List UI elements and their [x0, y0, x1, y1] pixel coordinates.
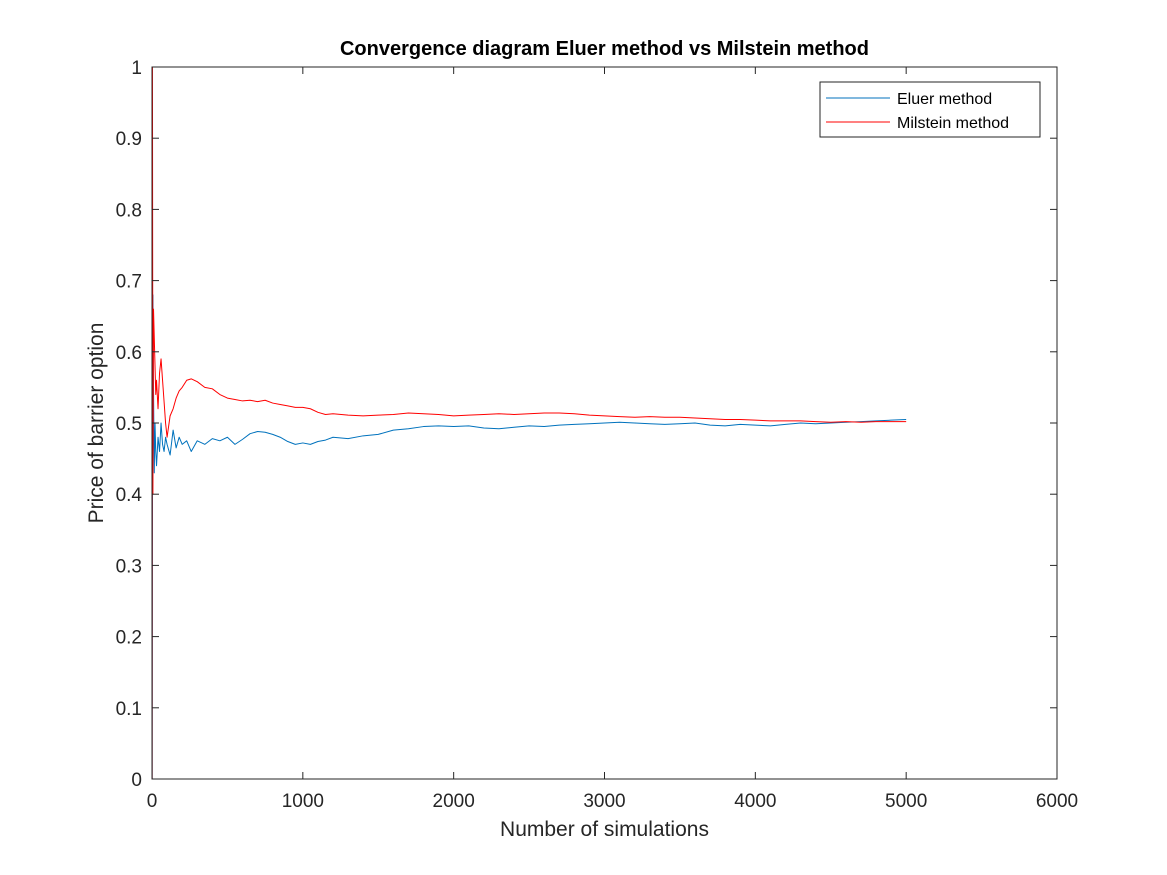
legend-label-milstein: Milstein method [897, 115, 1009, 132]
y-tick-label: 0.5 [116, 414, 142, 435]
milstein-method-line [151, 66, 907, 780]
y-tick-label: 0.4 [116, 485, 143, 506]
x-tick-label: 5000 [885, 791, 927, 812]
y-tick-label: 0.2 [116, 628, 142, 649]
y-tick-label: 0 [131, 770, 142, 791]
x-tick-label: 2000 [433, 791, 475, 812]
x-tick-label: 0 [147, 791, 158, 812]
y-tick-label: 0.1 [116, 699, 142, 720]
eluer-method-line [151, 294, 907, 780]
tick-layer: 0 1000 2000 3000 4000 5000 6000 0 0.1 0.2 0.3 0.4 0.… [116, 58, 1079, 812]
y-tick-label: 0.3 [116, 556, 142, 577]
series-layer [151, 66, 907, 780]
x-tick-label: 4000 [734, 791, 776, 812]
axes-box [151, 66, 1058, 780]
x-tick-label: 1000 [282, 791, 324, 812]
x-axis-title: Number of simulations [500, 818, 709, 841]
legend-label-eluer: Eluer method [897, 91, 992, 108]
y-tick-label: 0.6 [116, 343, 142, 364]
y-tick-label: 1 [131, 58, 142, 79]
y-tick-label: 0.9 [116, 129, 142, 150]
x-tick-label: 3000 [583, 791, 625, 812]
y-axis-title: Price of barrier option [85, 323, 108, 524]
y-tick-label: 0.7 [116, 272, 142, 293]
legend-box [819, 81, 1041, 138]
x-tick-label: 6000 [1036, 791, 1078, 812]
legend: Eluer method Milstein method [819, 81, 1041, 138]
y-tick-label: 0.8 [116, 200, 142, 221]
chart-title: Convergence diagram Eluer method vs Mils… [340, 38, 869, 60]
